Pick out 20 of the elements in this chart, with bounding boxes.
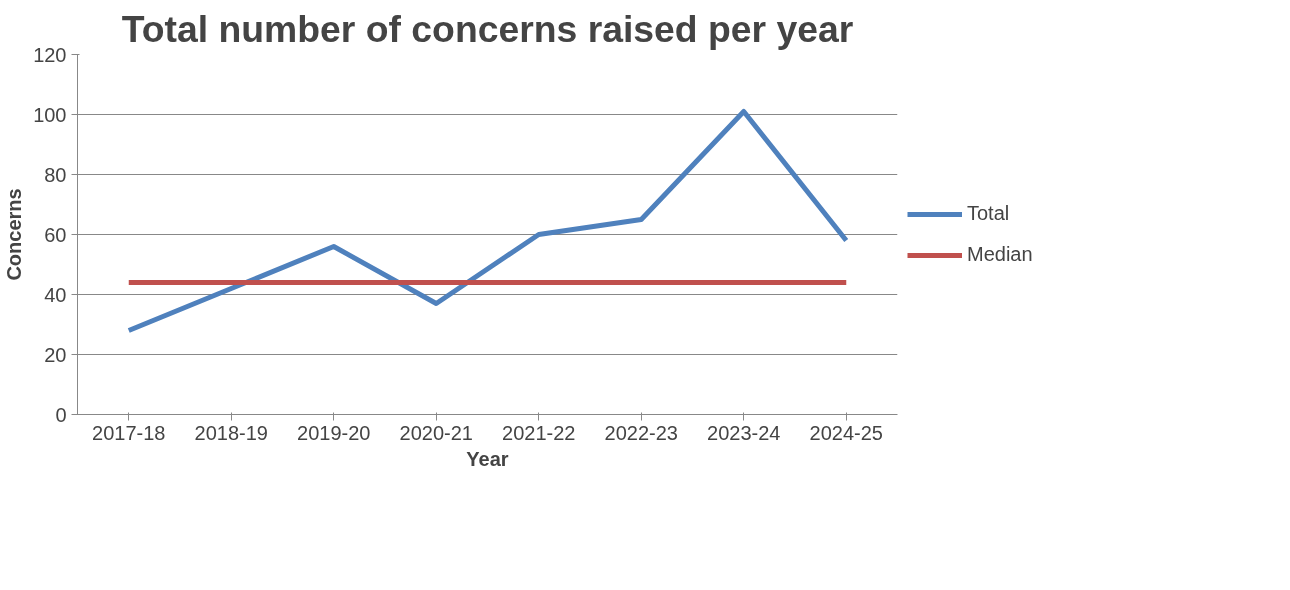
legend-label: Total <box>967 202 1010 225</box>
x-tick-label: 2019-20 <box>297 421 371 444</box>
legend-label: Median <box>967 243 1033 266</box>
x-tick-label: 2020-21 <box>399 421 473 444</box>
y-tick-label: 60 <box>44 223 67 246</box>
x-tick-label: 2022-23 <box>604 421 678 444</box>
x-tick-label: 2021-22 <box>502 421 576 444</box>
y-tick-label: 100 <box>33 103 67 126</box>
y-axis-title: Concerns <box>3 188 26 281</box>
y-tick-label: 20 <box>44 343 67 366</box>
chart-title: Total number of concerns raised per year <box>121 7 854 50</box>
x-tick-label: 2018-19 <box>194 421 268 444</box>
x-tick-label: 2024-25 <box>809 421 883 444</box>
x-tick-label: 2023-24 <box>707 421 781 444</box>
y-tick-label: 80 <box>44 163 67 186</box>
y-tick-label: 0 <box>55 403 67 426</box>
x-axis-title: Year <box>466 447 509 470</box>
y-tick-label: 120 <box>33 43 67 66</box>
y-tick-label: 40 <box>44 283 67 306</box>
x-tick-label: 2017-18 <box>92 421 166 444</box>
